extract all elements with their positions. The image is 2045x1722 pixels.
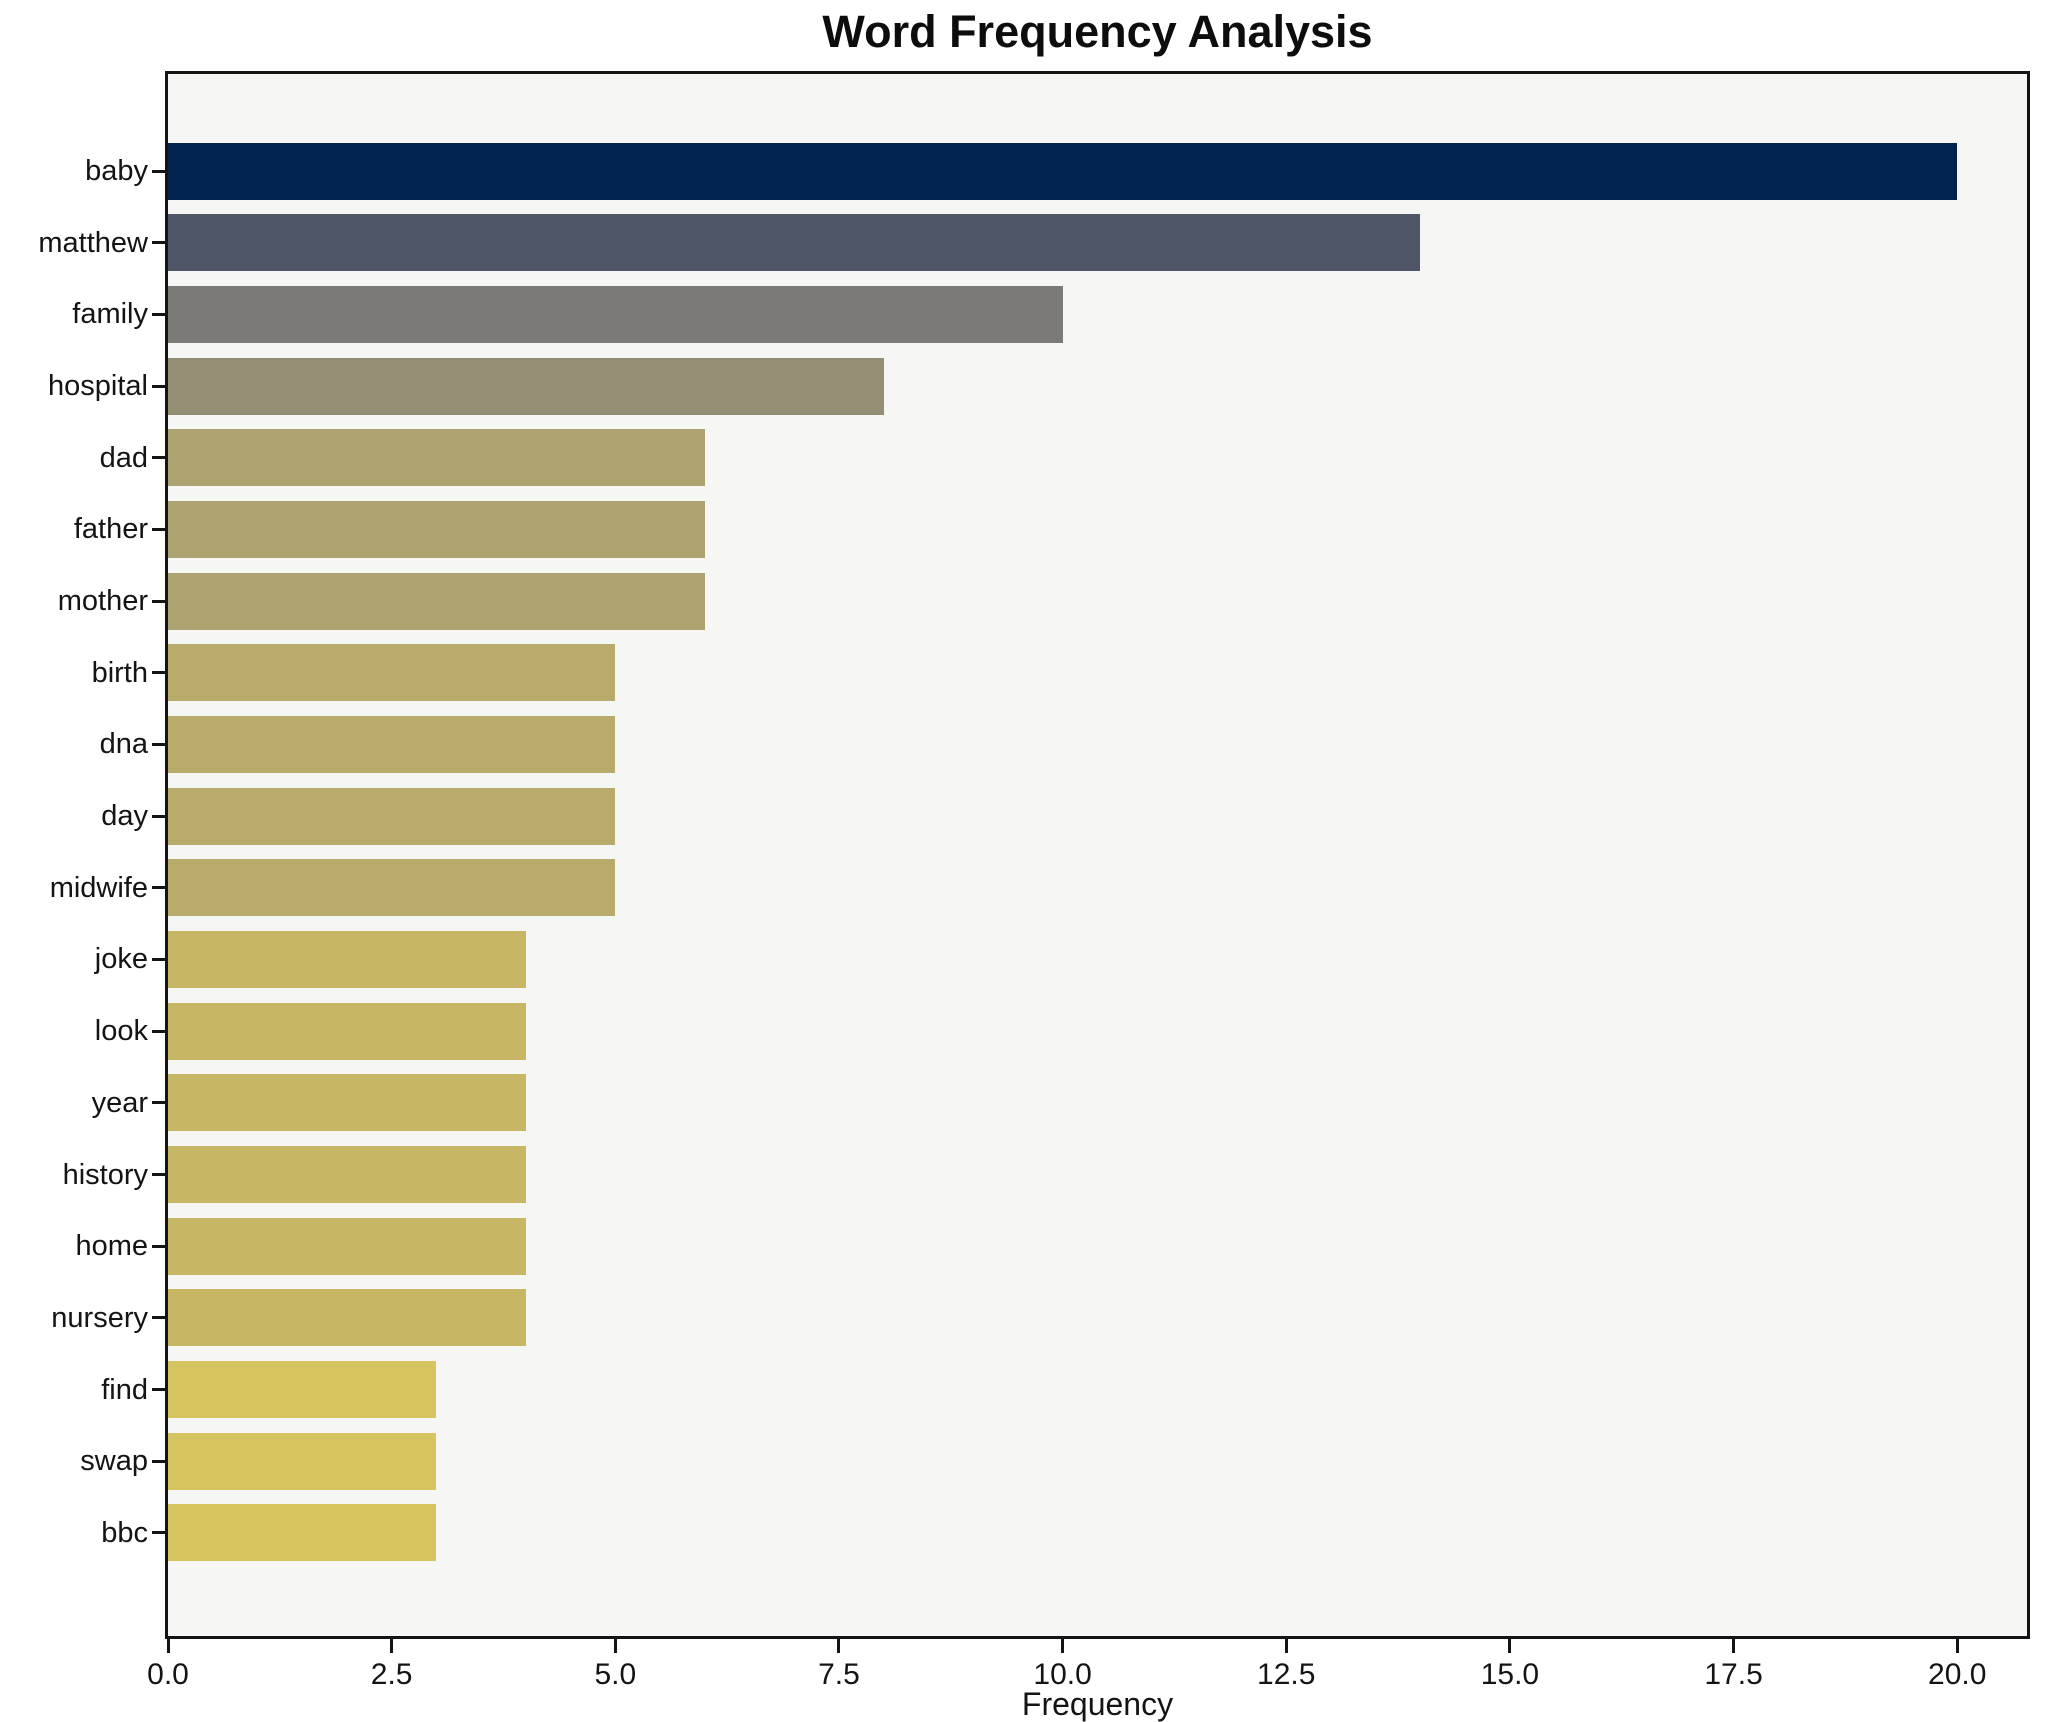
- y-tick-label-dna: dna: [99, 728, 148, 761]
- bar-day: [168, 787, 616, 845]
- bar-nursery: [168, 1289, 526, 1347]
- y-tick-label-dad: dad: [99, 441, 148, 474]
- x-tick-label: 0.0: [147, 1658, 189, 1691]
- y-tick-label-baby: baby: [85, 155, 148, 187]
- y-tick-label-birth: birth: [91, 656, 148, 689]
- bar-birth: [168, 644, 616, 702]
- bar-baby: [168, 142, 1958, 200]
- y-tick-label-father: father: [73, 513, 148, 546]
- y-tick: [152, 1531, 165, 1535]
- y-tick-label-joke: joke: [94, 943, 148, 976]
- y-tick: [152, 1173, 165, 1177]
- y-tick-label-look: look: [94, 1015, 148, 1048]
- bar-swap: [168, 1432, 437, 1490]
- y-tick: [152, 671, 165, 675]
- y-tick: [152, 527, 165, 531]
- y-tick-label-year: year: [91, 1086, 148, 1119]
- y-tick: [152, 241, 165, 245]
- y-tick-label-family: family: [72, 298, 148, 331]
- x-axis-title: Frequency: [1021, 1686, 1174, 1722]
- y-tick: [152, 1388, 165, 1392]
- y-tick: [152, 742, 165, 746]
- y-tick: [152, 169, 165, 173]
- y-tick-label-hospital: hospital: [48, 370, 148, 403]
- x-tick-label: 12.5: [1257, 1658, 1316, 1691]
- x-tick: [1061, 1639, 1065, 1653]
- plot-area: baby matthew family hospital dad father mother…: [38, 71, 2030, 1691]
- y-tick: [152, 1101, 165, 1105]
- bar-history: [168, 1146, 526, 1204]
- y-tick: [152, 814, 165, 818]
- bar-mother: [168, 572, 705, 630]
- bar-dna: [168, 715, 616, 773]
- y-tick: [152, 957, 165, 961]
- x-tick-label: 2.5: [370, 1658, 413, 1691]
- bar-hospital: [168, 357, 884, 415]
- x-tick-label: 15.0: [1480, 1658, 1540, 1691]
- y-tick-label-nursery: nursery: [51, 1301, 148, 1334]
- bar-year: [168, 1074, 526, 1132]
- y-tick-label-mother: mother: [57, 585, 148, 618]
- x-tick: [1732, 1639, 1736, 1653]
- y-tick: [152, 1029, 165, 1033]
- y-tick: [152, 599, 165, 603]
- x-tick: [1508, 1639, 1512, 1653]
- y-tick-label-matthew: matthew: [38, 226, 148, 259]
- bar-father: [168, 500, 705, 558]
- y-tick: [152, 1459, 165, 1463]
- bar-look: [168, 1002, 526, 1060]
- x-tick-label: 17.5: [1704, 1658, 1763, 1691]
- x-tick: [1284, 1639, 1288, 1653]
- y-tick: [152, 312, 165, 316]
- bar-midwife: [168, 859, 616, 917]
- chart-title: Word Frequency Analysis: [822, 6, 1373, 57]
- bar-find: [168, 1361, 437, 1419]
- x-tick: [166, 1639, 170, 1653]
- y-tick: [152, 384, 165, 388]
- bar-home: [168, 1217, 526, 1275]
- x-tick: [837, 1639, 841, 1653]
- x-tick-label: 20.0: [1928, 1658, 1987, 1691]
- y-tick-label-bbc: bbc: [101, 1516, 148, 1549]
- bar-family: [168, 285, 1063, 343]
- x-tick: [1955, 1639, 1959, 1653]
- x-tick-label: 10.0: [1033, 1658, 1092, 1691]
- x-tick-label: 7.5: [818, 1658, 860, 1691]
- bar-bbc: [168, 1504, 437, 1562]
- y-tick: [152, 1316, 165, 1320]
- y-tick-label-home: home: [75, 1230, 148, 1263]
- y-tick: [152, 1244, 165, 1248]
- y-tick: [152, 456, 165, 460]
- y-tick-label-find: find: [101, 1373, 148, 1406]
- x-tick: [613, 1639, 617, 1653]
- bar-joke: [168, 930, 526, 988]
- y-tick-label-swap: swap: [80, 1445, 148, 1478]
- x-tick-label: 5.0: [594, 1658, 637, 1691]
- y-tick: [152, 886, 165, 890]
- bar-matthew: [168, 214, 1421, 272]
- y-tick-label-midwife: midwife: [49, 871, 148, 904]
- bar-dad: [168, 429, 705, 487]
- x-tick: [390, 1639, 394, 1653]
- y-tick-label-day: day: [101, 800, 148, 833]
- y-tick-label-history: history: [62, 1158, 148, 1191]
